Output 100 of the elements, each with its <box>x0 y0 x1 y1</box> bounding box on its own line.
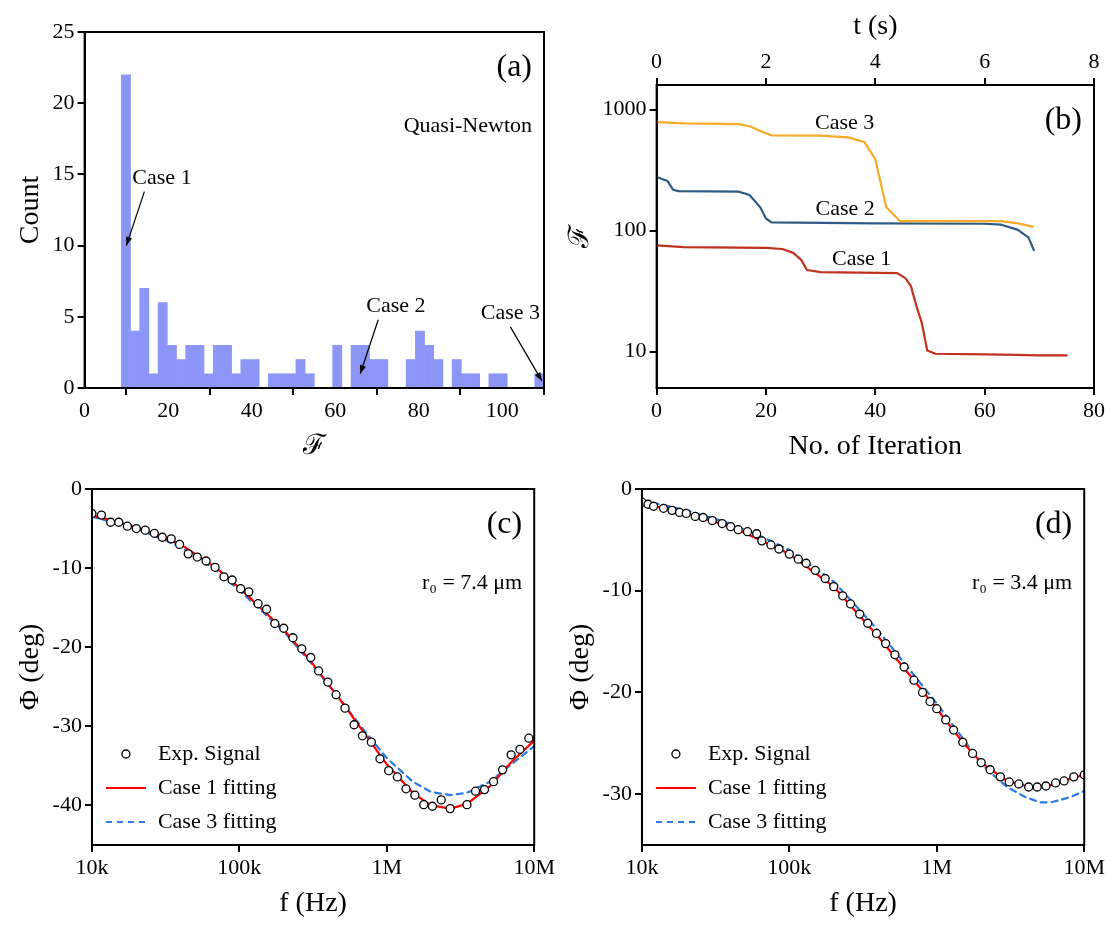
x2-tick-label: 2 <box>760 47 772 73</box>
point <box>244 587 254 597</box>
point <box>357 731 368 741</box>
annotation: Case 3 <box>480 298 540 324</box>
point <box>899 662 909 672</box>
point <box>227 575 237 585</box>
y-tick-label: -30 <box>52 712 82 738</box>
x-axis-title: No. of Iteration <box>788 428 962 460</box>
y-tick-label: 0 <box>620 474 632 500</box>
annotation: (c) <box>486 504 523 540</box>
point <box>323 677 333 687</box>
point <box>871 628 882 639</box>
x-tick-label: 10k <box>625 853 659 879</box>
annotation: Quasi-Newton <box>403 112 532 137</box>
x2-tick-label: 4 <box>869 47 881 73</box>
point <box>392 772 403 782</box>
point <box>810 565 820 576</box>
point <box>96 510 107 520</box>
annotation: Case 1 <box>132 163 192 189</box>
point <box>793 554 803 564</box>
legend-label: Case 1 fitting <box>707 773 827 799</box>
legend-label: Case 3 fitting <box>157 807 277 833</box>
y-tick-label: 5 <box>63 302 75 328</box>
x-tick-label: 10M <box>1063 853 1105 879</box>
point <box>306 652 316 663</box>
point <box>890 650 900 660</box>
point <box>106 517 116 527</box>
point <box>366 737 377 747</box>
point <box>174 539 185 550</box>
point <box>210 562 220 572</box>
point <box>941 715 951 725</box>
point <box>419 800 429 810</box>
point <box>690 511 700 522</box>
x-tick-label: 60 <box>324 396 347 422</box>
point <box>235 584 246 594</box>
annotation: (d) <box>1034 504 1073 540</box>
annotation: r₀ = 3.4 μm <box>971 569 1073 594</box>
annotation: r₀ = 7.4 μm <box>421 569 523 594</box>
point <box>985 765 995 775</box>
point <box>261 604 272 614</box>
x-tick-label: 10k <box>75 853 109 879</box>
annotation: Case 2 <box>366 291 426 317</box>
x-tick-label: 0 <box>651 396 663 422</box>
y-tick-label: 0 <box>63 373 75 399</box>
x-tick-label: 80 <box>1083 396 1105 422</box>
point <box>801 558 811 568</box>
point <box>331 690 341 700</box>
point <box>881 638 891 649</box>
x-tick-label: 20 <box>157 396 180 422</box>
point <box>166 534 176 544</box>
x-tick-label: 40 <box>864 396 887 422</box>
y-tick-label: 0 <box>70 474 82 500</box>
point <box>201 556 211 566</box>
point <box>681 508 691 519</box>
y-tick-label: 10 <box>624 337 647 363</box>
x-axis-title: f (Hz) <box>829 885 897 917</box>
point <box>427 801 438 811</box>
series-label: Case 1 <box>832 245 892 271</box>
point <box>288 633 298 643</box>
point <box>733 525 743 535</box>
y-tick-label: -10 <box>52 553 82 579</box>
point <box>698 512 708 523</box>
point <box>967 748 978 759</box>
point <box>157 532 167 542</box>
x-tick-label: 20 <box>754 396 777 422</box>
y-tick-label: 100 <box>613 216 647 242</box>
point <box>752 529 762 539</box>
legend-label: Exp. Signal <box>707 739 811 765</box>
point <box>340 703 350 713</box>
y-axis-title: Φ (deg) <box>563 623 595 711</box>
y-tick-label: 1000 <box>602 95 647 121</box>
y-axis-title: ℱ <box>563 224 595 249</box>
y-tick-label: -10 <box>602 576 632 602</box>
point <box>314 666 324 676</box>
point <box>742 527 753 537</box>
point <box>829 582 839 592</box>
legend-label: Exp. Signal <box>157 739 261 765</box>
point <box>436 795 446 805</box>
point <box>726 521 736 532</box>
legend-label: Case 1 fitting <box>157 773 277 799</box>
y-tick-label: 25 <box>52 17 75 43</box>
point <box>909 675 919 685</box>
point <box>717 518 727 529</box>
point <box>958 737 968 747</box>
point <box>253 599 263 609</box>
point <box>131 523 141 534</box>
x-axis-title: f (Hz) <box>279 885 347 917</box>
y-tick-label: -40 <box>52 791 82 817</box>
point <box>1004 777 1014 787</box>
x-tick-label: 10M <box>513 853 555 879</box>
x-tick-label: 100 <box>485 396 519 422</box>
legend-label: Case 3 fitting <box>707 807 827 833</box>
x-tick-label: 100k <box>767 853 812 879</box>
y-axis-title: Count <box>13 175 45 245</box>
y-tick-label: -20 <box>52 633 82 658</box>
annotation: (a) <box>496 47 532 83</box>
point <box>410 790 420 800</box>
point <box>995 772 1006 782</box>
point <box>917 687 928 698</box>
point <box>784 549 795 559</box>
